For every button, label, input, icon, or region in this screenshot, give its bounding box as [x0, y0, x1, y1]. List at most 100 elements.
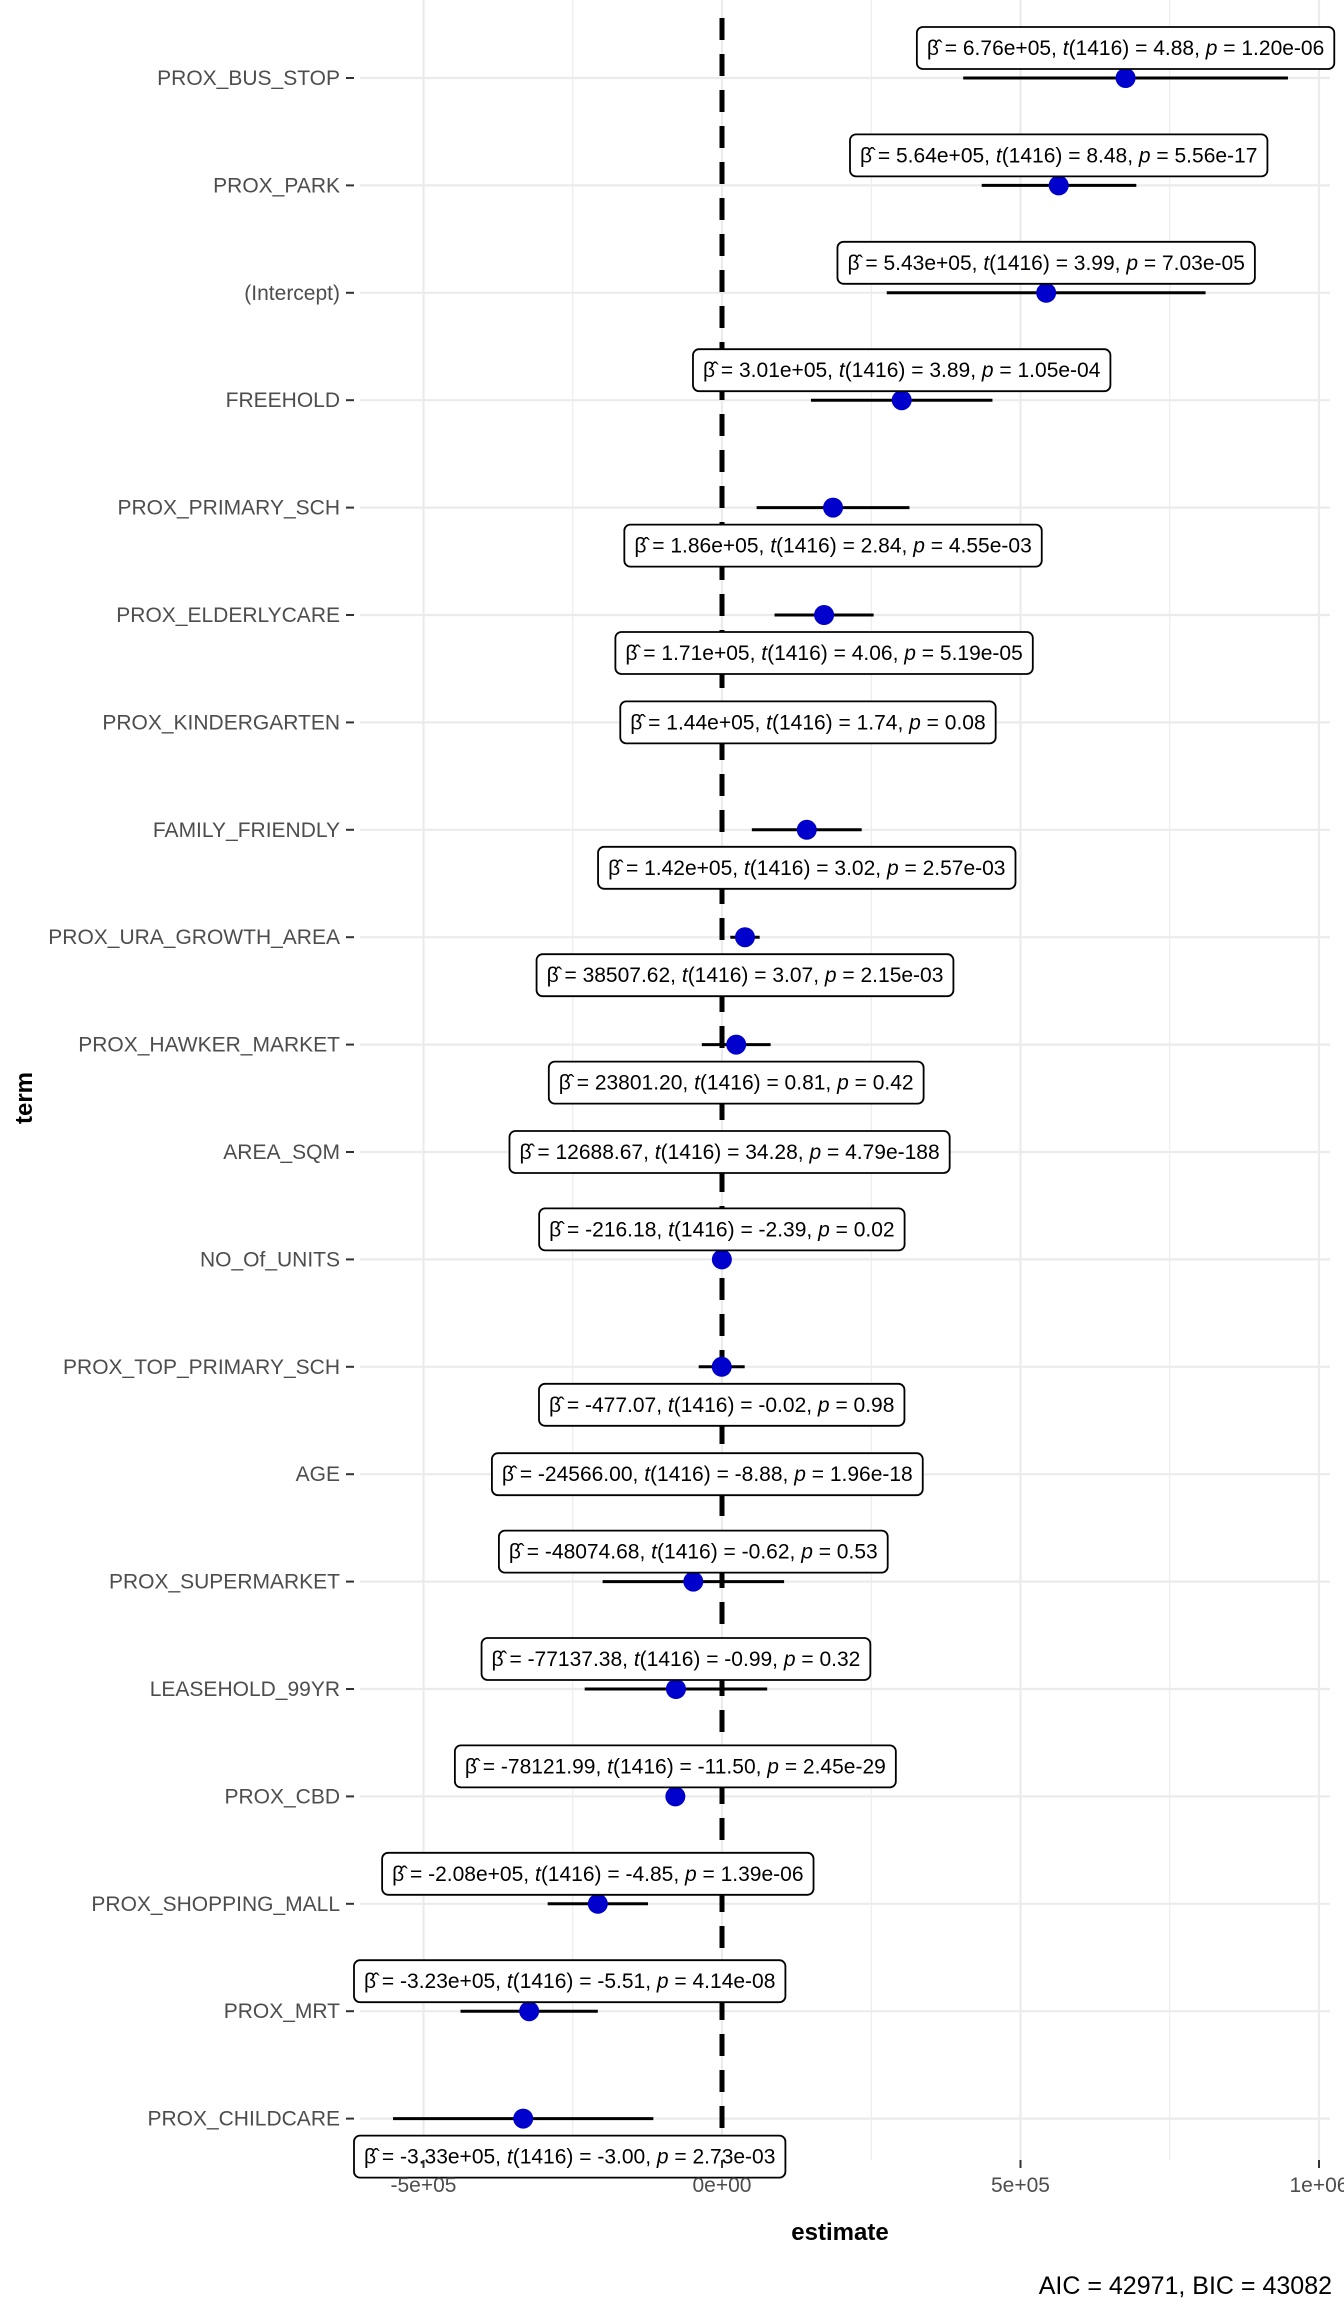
y-tick-label: AREA_SQM — [223, 1141, 340, 1164]
stat-label-part: p — [808, 1141, 821, 1164]
stat-label-part: = 1.96e-18 — [806, 1463, 913, 1486]
stat-label: β̂ = -78121.99, t(1416) = -11.50, p = 2.… — [453, 1744, 897, 1789]
stat-label-part: p — [684, 1863, 697, 1886]
stat-label-text: β̂ = 12688.67, t(1416) = 34.28, p = 4.79… — [519, 1141, 939, 1164]
stat-label: β̂ = 5.43e+05, t(1416) = 3.99, p = 7.03e… — [836, 240, 1256, 285]
stat-label-text: β̂ = -216.18, t(1416) = -2.39, p = 0.02 — [549, 1218, 894, 1241]
stat-label-text: β̂ = -24566.00, t(1416) = -8.88, p = 1.9… — [502, 1463, 913, 1486]
stat-label-part: β̂ = — [364, 1970, 400, 1993]
stat-label: β̂ = 1.86e+05, t(1416) = 2.84, p = 4.55e… — [623, 523, 1043, 568]
stat-label-part: p — [783, 1648, 796, 1671]
stat-label-text: β̂ = 5.43e+05, t(1416) = 3.99, p = 7.03e… — [847, 252, 1244, 275]
stat-label-part: (1416) = 8.48, — [1002, 144, 1139, 167]
stat-label-text: β̂ = -477.07, t(1416) = -0.02, p = 0.98 — [549, 1394, 894, 1417]
y-tick-label: PROX_SUPERMARKET — [109, 1571, 340, 1594]
y-tick-label: AGE — [296, 1463, 340, 1486]
stat-label-box — [535, 953, 955, 998]
stat-label-part: β̂ = — [509, 1541, 545, 1564]
stat-label-part: t — [983, 252, 990, 275]
stat-label-part: = 0.32 — [796, 1648, 861, 1671]
stat-label-part: t — [839, 359, 846, 382]
stat-label-box — [498, 1529, 889, 1574]
stat-label: β̂ = 38507.62, t(1416) = 3.07, p = 2.15e… — [535, 953, 955, 998]
stat-label-part: t — [634, 1648, 641, 1671]
stat-label-part: t — [761, 642, 768, 665]
stat-label-part: p — [824, 964, 837, 987]
stat-label: β̂ = -77137.38, t(1416) = -0.99, p = 0.3… — [480, 1637, 872, 1681]
stat-label-part: p — [656, 1970, 669, 1993]
estimate-point — [726, 1034, 747, 1055]
stat-label: β̂ = -24566.00, t(1416) = -8.88, p = 1.9… — [491, 1452, 924, 1497]
stat-label: β̂ = -477.07, t(1416) = -0.02, p = 0.98 — [538, 1382, 906, 1427]
stat-label-part: t — [507, 2146, 514, 2169]
x-axis: -5e+05 0e+00 5e+05 1e+06 — [391, 2160, 1344, 2197]
estimate-point — [711, 1249, 732, 1270]
stat-label-part: (1416) = 34.28, — [661, 1141, 810, 1164]
stat-label-box — [547, 1060, 925, 1105]
stat-label-box — [508, 1130, 951, 1174]
stat-label-part: (1416) = -3.00, — [513, 2146, 657, 2169]
stat-label-part: -78121.99, — [501, 1755, 607, 1778]
y-tick-label: NO_Of_UNITS — [200, 1248, 340, 1271]
stat-label-part: t — [682, 964, 689, 987]
stat-label-part: = 0.42 — [849, 1072, 914, 1095]
stat-label-part: = 7.03e-05 — [1138, 252, 1245, 275]
stat-label: β̂ = -3.33e+05, t(1416) = -3.00, p = 2.7… — [353, 2134, 787, 2179]
y-tick-label: (Intercept) — [244, 282, 340, 305]
stat-label-part: (1416) = -0.62, — [657, 1541, 801, 1564]
estimate-point — [513, 2108, 534, 2129]
stat-label-part: β̂ = — [630, 711, 666, 734]
estimate-point — [796, 819, 817, 840]
stat-label-part: 5.43e+05, — [883, 252, 983, 275]
stat-label-part: 1.42e+05, — [644, 857, 744, 880]
stat-label-box — [453, 1744, 897, 1789]
stat-label-part: (1416) = -0.02, — [674, 1394, 818, 1417]
stat-label-text: β̂ = 38507.62, t(1416) = 3.07, p = 2.15e… — [547, 964, 944, 987]
stat-label-part: 6.76e+05, — [963, 37, 1063, 60]
stat-label-text: β̂ = 1.42e+05, t(1416) = 3.02, p = 2.57e… — [608, 857, 1005, 880]
stat-label-part: t — [668, 1218, 675, 1241]
stat-label-part: p — [836, 1072, 849, 1095]
stat-label-part: -477.07, — [585, 1394, 668, 1417]
stat-labels: β̂ = 6.76e+05, t(1416) = 4.88, p = 1.20e… — [353, 26, 1336, 2179]
stat-label-part: 23801.20, — [595, 1072, 694, 1095]
stat-label-part: p — [903, 642, 916, 665]
estimate-point — [665, 1786, 686, 1807]
stat-label-part: (1416) = -5.51, — [513, 1970, 657, 1993]
stat-label-part: (1416) = -0.99, — [640, 1648, 784, 1671]
stat-label-box — [915, 26, 1336, 70]
stat-label-part: p — [817, 1218, 830, 1241]
stat-label-part: = 5.19e-05 — [916, 642, 1023, 665]
stat-label-part: β̂ = — [492, 1648, 528, 1671]
stat-label-part: t — [535, 1863, 542, 1886]
y-tick-label: LEASEHOLD_99YR — [150, 1678, 340, 1701]
stat-label-part: β̂ = — [847, 252, 883, 275]
stat-label-part: p — [908, 711, 921, 734]
stat-label-part: β̂ = — [608, 857, 644, 880]
estimate-point — [1048, 175, 1069, 196]
estimate-point — [519, 2001, 540, 2022]
stat-label-text: β̂ = 1.86e+05, t(1416) = 2.84, p = 4.55e… — [634, 535, 1031, 558]
stat-label-text: β̂ = -3.33e+05, t(1416) = -3.00, p = 2.7… — [364, 2146, 775, 2169]
stat-label-part: β̂ = — [502, 1463, 538, 1486]
estimate-point — [1115, 68, 1136, 88]
stat-label-part: (1416) = 4.06, — [767, 642, 904, 665]
stat-label-part: t — [644, 1463, 651, 1486]
stat-label-box — [619, 700, 997, 745]
stat-label: β̂ = 12688.67, t(1416) = 34.28, p = 4.79… — [508, 1130, 951, 1174]
stat-label-box — [491, 1452, 924, 1497]
stat-label-part: (1416) = -11.50, — [613, 1755, 767, 1778]
stat-label-box — [597, 845, 1017, 890]
stat-label-part: β̂ = — [559, 1072, 595, 1095]
stat-label-part: β̂ = — [703, 359, 739, 382]
stat-label-part: = 0.98 — [830, 1394, 895, 1417]
stat-label-part: t — [507, 1970, 514, 1993]
stat-label-part: p — [656, 2146, 669, 2169]
stat-label-text: β̂ = 3.01e+05, t(1416) = 3.89, p = 1.05e… — [703, 359, 1101, 382]
stat-label-part: = 4.79e-188 — [821, 1141, 940, 1164]
estimate-point — [587, 1893, 608, 1914]
stat-label-part: t — [1063, 37, 1070, 60]
stat-label-part: t — [770, 535, 777, 558]
model-fit-caption: AIC = 42971, BIC = 43082 — [1039, 2272, 1332, 2300]
stat-label-part: t — [694, 1072, 701, 1095]
